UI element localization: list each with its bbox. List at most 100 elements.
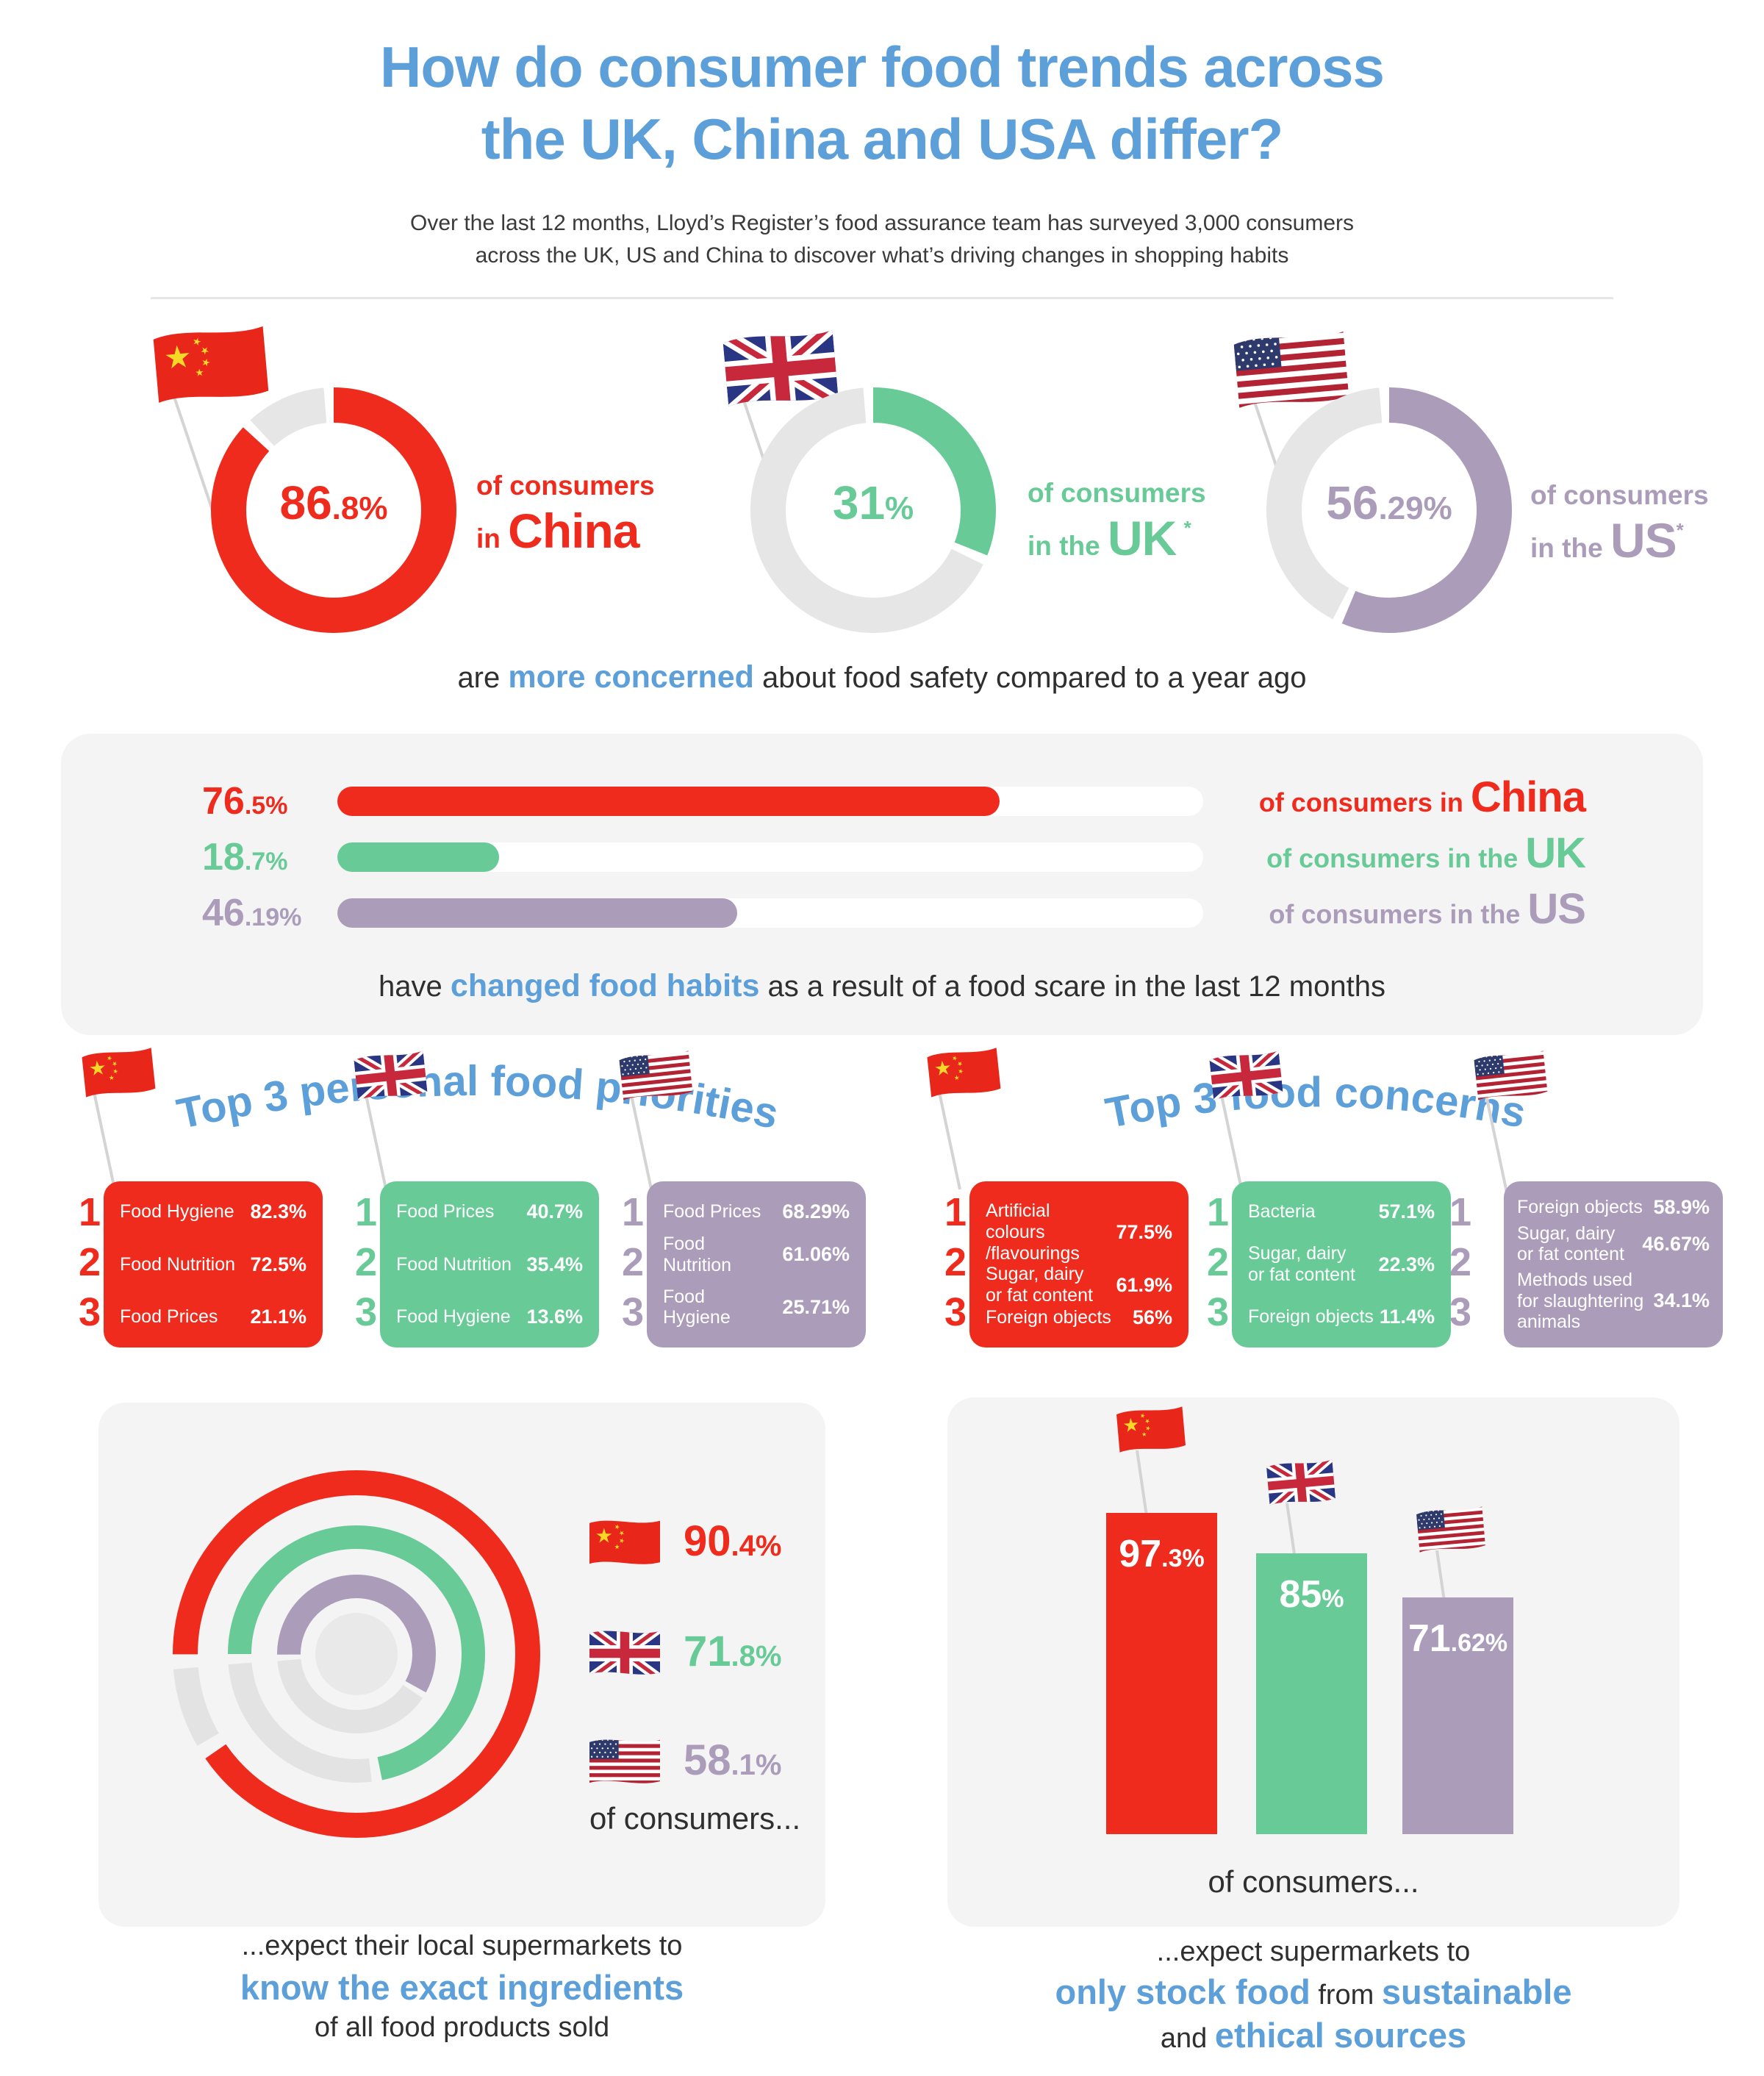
priorities-card-us: Food Prices 68.29% Food Nutrition 61.06% F… (647, 1181, 866, 1347)
uk-flag-icon (354, 1053, 435, 1193)
rank-number: 1 (1206, 1190, 1229, 1234)
rank-number: 1 (354, 1190, 377, 1234)
card-row: Bacteria 57.1% (1248, 1200, 1435, 1223)
priorities-card-uk: Food Prices 40.7% Food Nutrition 35.4% Foo… (380, 1181, 599, 1347)
vbar-percent-us: 71.62% (1408, 1617, 1508, 1661)
hbar-percent-us: 46.19% (202, 892, 302, 934)
concerns-card-china: Artificial colours /flavourings 77.5% Sug… (969, 1181, 1188, 1347)
habit-bars-panel: 76.5% of consumers in China 18.7% of con… (61, 734, 1703, 1035)
bar-track (337, 898, 1203, 928)
rank-number: 3 (78, 1290, 101, 1334)
legend-percent-uk: 71.8% (684, 1628, 782, 1675)
ring-center-disc (315, 1613, 398, 1695)
rank-number: 3 (1206, 1290, 1229, 1334)
donut-remainder-arc (1266, 387, 1512, 633)
concerns-card-uk: Bacteria 57.1% Sugar, dairy or fat conten… (1232, 1181, 1451, 1347)
card-row: Foreign objects 56% (986, 1306, 1172, 1328)
card-row: Foreign objects 11.4% (1248, 1306, 1435, 1328)
donut-label-us: of consumers in the US* (1530, 480, 1709, 568)
priorities-card-china: Food Hygiene 82.3% Food Nutrition 72.5% Fo… (104, 1181, 323, 1347)
donut-percent-us: 56.29% (1326, 476, 1452, 529)
rank-number: 1 (944, 1190, 967, 1234)
concerns-title-arc: Top 3 food concerns (1102, 1068, 1530, 1137)
priorities-title-arc: Top 3 personal food priorities (173, 1057, 783, 1138)
hbar-label-china: of consumers in China (1258, 773, 1586, 821)
card-row: Sugar, dairy or fat content 22.3% (1248, 1243, 1435, 1285)
bar-fill-us (337, 898, 738, 928)
card-row: Food Hygiene 13.6% (396, 1306, 583, 1328)
bar-fill-china (337, 787, 1000, 816)
page-subtitle-line2: across the UK, US and China to discover … (475, 243, 1289, 268)
rank-number: 2 (1449, 1240, 1471, 1284)
vbar-china: 97.3% (1106, 1513, 1217, 1834)
card-row: Food Prices 40.7% (396, 1200, 583, 1223)
ring-value-china (173, 1470, 540, 1838)
card-row: Artificial colours /flavourings 77.5% (986, 1200, 1172, 1264)
card-row: Sugar, dairy or fat content 61.9% (986, 1264, 1172, 1306)
concentric-rings-chart (173, 1470, 540, 1838)
donut-value-arc-us (1266, 387, 1512, 633)
page-title-line1: How do consumer food trends across (380, 35, 1385, 99)
hbar-label-uk: of consumers in the UK (1266, 829, 1586, 877)
legend-percent-china: 90.4% (684, 1517, 782, 1565)
us-flag-icon (1474, 1053, 1555, 1193)
donut-remainder-arc (750, 387, 996, 633)
rank-number: 2 (354, 1240, 377, 1284)
ring-value-us (277, 1575, 436, 1733)
rank-number: 1 (78, 1190, 101, 1234)
habit-caption: have changed food habits as a result of … (379, 968, 1385, 1003)
rank-number: 3 (621, 1290, 644, 1334)
rank-number: 3 (354, 1290, 377, 1334)
header-divider (151, 297, 1613, 299)
legend-percent-us: 58.1% (684, 1736, 782, 1784)
donut-chart-uk (750, 387, 996, 633)
sustainable-caption: ...expect supermarkets to only stock foo… (1055, 1936, 1572, 2055)
card-row: Food Nutrition 61.06% (663, 1234, 850, 1275)
donut-value-arc-china (211, 387, 456, 633)
card-row: Food Prices 21.1% (120, 1306, 306, 1328)
hbar-percent-china: 76.5% (202, 780, 288, 823)
donut-chart-us (1266, 387, 1512, 633)
page-title-line2: the UK, China and USA differ? (481, 107, 1283, 171)
card-row: Food Hygiene 25.71% (663, 1286, 850, 1328)
uk-flag-icon (1210, 1053, 1291, 1193)
rank-number: 2 (1206, 1240, 1229, 1284)
ingredients-panel: 90.4% 71.8% 58.1% of consumers... (98, 1403, 825, 1927)
china-flag-icon (927, 1048, 1001, 1190)
donut-chart-china (211, 387, 456, 633)
sustainable-panel: 97.3% 85% 71.62% of consumers... (947, 1397, 1679, 1927)
rank-number: 3 (1449, 1290, 1471, 1334)
ring-remainder-uk (228, 1525, 485, 1783)
card-row: Foreign objects 58.9% (1517, 1196, 1710, 1218)
rank-number: 2 (621, 1240, 644, 1284)
vbar-percent-uk: 85% (1279, 1573, 1344, 1617)
donut-label-china: of consumers in China (476, 470, 655, 558)
card-row: Food Nutrition 35.4% (396, 1253, 583, 1275)
ingredients-caption: ...expect their local supermarkets to kn… (240, 1930, 684, 2043)
donut-label-uk: of consumers in the UK * (1028, 478, 1206, 565)
us-flag-icon (589, 1738, 660, 1786)
card-row: Food Prices 68.29% (663, 1200, 850, 1223)
china-flag-icon (589, 1520, 660, 1564)
rank-number: 1 (621, 1190, 644, 1234)
hbar-percent-uk: 18.7% (202, 836, 288, 878)
card-row: Food Hygiene 82.3% (120, 1200, 306, 1223)
donut-percent-china: 86.8% (279, 476, 388, 529)
ring-remainder-us (277, 1575, 436, 1733)
bar-track (337, 787, 1203, 816)
concerns-card-us: Foreign objects 58.9% Sugar, dairy or fat… (1504, 1181, 1723, 1347)
donut-percent-uk: 31% (832, 476, 914, 529)
rank-number: 1 (1449, 1190, 1471, 1234)
bar-track (337, 842, 1203, 872)
svg-text:Top 3 food concerns: Top 3 food concerns (1102, 1068, 1530, 1137)
vbar-us: 71.62% (1402, 1597, 1513, 1834)
us-flag-icon (620, 1053, 700, 1193)
vbar-uk: 85% (1256, 1553, 1367, 1834)
rank-number: 2 (944, 1240, 967, 1284)
page-subtitle-line1: Over the last 12 months, Lloyd’s Registe… (409, 211, 1354, 235)
safety-caption: are more concerned about food safety com… (457, 659, 1307, 695)
rank-number: 2 (78, 1240, 101, 1284)
china-flag-icon (82, 1048, 156, 1190)
hbar-label-us: of consumers in the US (1269, 885, 1586, 933)
